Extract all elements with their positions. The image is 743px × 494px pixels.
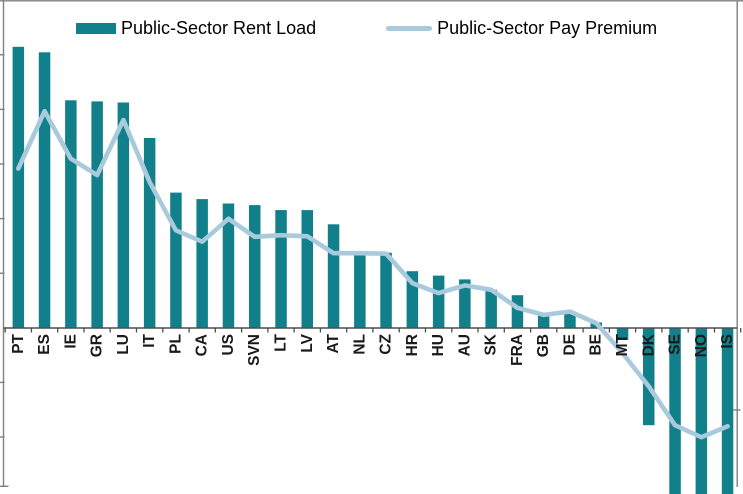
x-axis-label-MT: MT: [614, 333, 631, 356]
bar-IS[interactable]: [721, 328, 734, 494]
x-axis-label-CZ: CZ: [378, 333, 395, 354]
bar-DK[interactable]: [643, 328, 655, 426]
bar-SE[interactable]: [669, 328, 681, 494]
x-axis-label-GB: GB: [535, 334, 552, 357]
bar-HR[interactable]: [406, 271, 419, 328]
x-axis-label-SE: SE: [667, 334, 684, 355]
x-axis-label-CA: CA: [194, 334, 211, 356]
bar-LT[interactable]: [275, 210, 287, 328]
bar-ES[interactable]: [38, 52, 51, 329]
x-axis-label-PL: PL: [167, 334, 184, 354]
bar-PT[interactable]: [12, 46, 25, 329]
x-axis-label-SVN: SVN: [246, 334, 263, 366]
x-axis-label-GR: GR: [89, 334, 106, 357]
bar-GR[interactable]: [91, 101, 103, 329]
x-axis-label-DE: DE: [562, 334, 579, 356]
bar-GB[interactable]: [537, 313, 550, 328]
bar-IE[interactable]: [65, 100, 77, 328]
bar-CZ[interactable]: [380, 252, 392, 328]
bar-DE[interactable]: [564, 311, 576, 328]
bar-NO[interactable]: [695, 328, 708, 494]
x-axis-label-NO: NO: [693, 334, 710, 357]
x-axis-label-FRA: FRA: [509, 334, 526, 366]
x-axis-label-LU: LU: [115, 334, 132, 355]
x-axis-label-PT: PT: [10, 333, 27, 353]
x-axis-label-LT: LT: [273, 333, 290, 351]
bar-PL[interactable]: [170, 192, 182, 328]
x-axis-label-LV: LV: [299, 333, 316, 352]
x-axis-label-BE: BE: [588, 334, 605, 356]
bar-CA[interactable]: [196, 199, 208, 328]
bar-LV[interactable]: [301, 210, 314, 328]
x-axis-label-AU: AU: [456, 334, 473, 356]
bar-AU[interactable]: [459, 279, 471, 328]
bar-SK[interactable]: [485, 289, 497, 328]
x-axis-label-ES: ES: [36, 334, 53, 355]
bar-MT[interactable]: [616, 328, 629, 340]
x-axis-label-IT: IT: [141, 333, 158, 347]
bar-FRA[interactable]: [511, 295, 524, 328]
x-axis-label-DK: DK: [640, 333, 657, 356]
bar-US[interactable]: [222, 203, 235, 329]
x-axis-label-NL: NL: [351, 334, 368, 355]
bar-NL[interactable]: [354, 251, 366, 328]
bar-LU[interactable]: [117, 102, 130, 329]
x-axis-label-AT: AT: [325, 333, 342, 353]
bar-AT[interactable]: [327, 224, 340, 328]
x-axis-label-IS: IS: [719, 334, 736, 349]
x-axis-label-SK: SK: [483, 333, 500, 355]
x-axis-label-HR: HR: [404, 334, 421, 356]
bar-SVN[interactable]: [249, 205, 261, 328]
pay-premium-line: [15, 108, 730, 440]
x-axis-label-HU: HU: [430, 334, 447, 356]
x-axis-label-IE: IE: [62, 334, 79, 349]
bar-IT[interactable]: [143, 138, 156, 328]
x-axis-label-US: US: [220, 334, 237, 356]
bar-HU[interactable]: [432, 275, 445, 328]
